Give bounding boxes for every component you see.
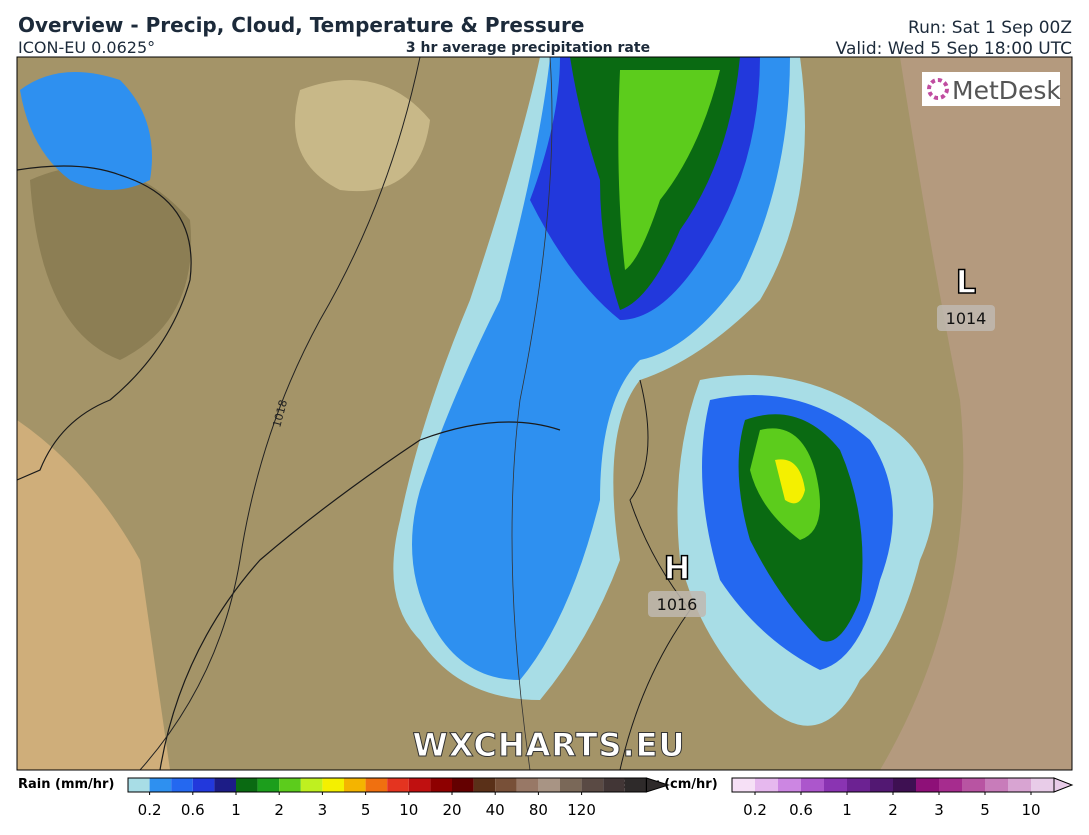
border — [619, 379, 691, 770]
rain-tick-label: 120 — [567, 801, 596, 819]
rain-swatch — [430, 778, 452, 792]
rain-swatch — [560, 778, 582, 792]
rain-swatch — [387, 778, 409, 792]
legend: 0.2 0.6 1 2 3 5 10 20 40 80 120 0.2 0.6 1 2 3 5 10 — [127, 777, 1074, 819]
cloud-area — [295, 80, 430, 192]
rain-swatch — [322, 778, 344, 792]
coastline — [17, 165, 192, 481]
model: ICON-EU 0.0625° — [18, 38, 155, 57]
rain-swatch — [538, 778, 560, 792]
rain-tick-label: 20 — [442, 801, 461, 819]
land-dark — [30, 166, 192, 360]
rain-tick-label: 5 — [361, 801, 371, 819]
snow-swatch — [732, 778, 755, 792]
rain-swatch — [408, 778, 431, 792]
rain-tick-label: 40 — [486, 801, 505, 819]
snow-tick-label: 5 — [980, 801, 990, 819]
snow-swatch — [893, 778, 916, 792]
low-letter: L — [956, 263, 976, 301]
snow-tick-label: 3 — [934, 801, 944, 819]
cloud-area — [880, 57, 1072, 770]
rain-swatch — [128, 778, 150, 792]
snow-swatch — [778, 778, 801, 792]
high-value: 1016 — [657, 595, 698, 614]
snow-tick-label: 0.2 — [743, 801, 767, 819]
rain-tick-label: 1 — [231, 801, 241, 819]
snow-swatch — [1031, 778, 1054, 792]
snow-swatch — [824, 778, 847, 792]
run-time: Run: Sat 1 Sep 00Z — [908, 18, 1072, 38]
logo-icon — [927, 78, 949, 100]
warm-area — [17, 420, 170, 770]
rain-tick-label: 0.6 — [181, 801, 205, 819]
rain-swatch — [279, 778, 301, 792]
rain-swatch — [257, 778, 280, 792]
rain-swatch — [300, 778, 323, 792]
rain-swatch — [344, 778, 366, 792]
rain-swatch — [365, 778, 388, 792]
rain-legend-title: Rain (mm/hr) — [18, 777, 114, 792]
isobar — [511, 57, 553, 770]
valid-time: Valid: Wed 5 Sep 18:00 UTC — [836, 39, 1072, 59]
rain-moderate — [20, 72, 152, 190]
rain-tick-label: 3 — [318, 801, 328, 819]
map-frame — [16, 56, 1073, 771]
rain-tick-label: 0.2 — [138, 801, 162, 819]
isobar — [139, 57, 421, 770]
watermark: WXCHARTS.EU — [413, 726, 686, 764]
map: 1018 MetDesk L 1014 H 1016 WXCHARTS.EU — [17, 57, 1072, 770]
subtitle: 3 hr average precipitation rate — [406, 40, 650, 56]
rain-swatch — [149, 778, 172, 792]
coastline — [159, 421, 561, 770]
snow-swatch — [1008, 778, 1031, 792]
rain-swatch — [473, 778, 496, 792]
snow-swatch — [939, 778, 962, 792]
rain-yellow — [775, 459, 805, 504]
rain-swatch — [603, 778, 625, 792]
rain-swatch — [516, 778, 539, 792]
snow-swatch — [870, 778, 893, 792]
rain-swatch — [192, 778, 215, 792]
low-value: 1014 — [946, 309, 987, 328]
snow-swatch — [962, 778, 985, 792]
snow-tick-label: 1 — [842, 801, 852, 819]
snow-swatch — [801, 778, 824, 792]
rain-bright — [618, 70, 720, 270]
rain-swatch — [495, 778, 517, 792]
rain-tick-label: 80 — [529, 801, 548, 819]
rain-swatch — [214, 778, 236, 792]
rain-frame — [127, 777, 647, 793]
rain-swatch — [452, 778, 474, 792]
snow-tick-label: 2 — [888, 801, 898, 819]
rain-swatch — [236, 778, 258, 792]
logo: MetDesk — [952, 76, 1061, 105]
label-box — [937, 305, 995, 331]
rain-swatch — [171, 778, 193, 792]
snow-tick-label: 0.6 — [789, 801, 813, 819]
snow-tick-label: 10 — [1021, 801, 1040, 819]
snow-swatch — [847, 778, 870, 792]
rain-tick-label: 10 — [399, 801, 418, 819]
high-letter: H — [664, 549, 691, 587]
snow-swatch — [755, 778, 778, 792]
rain-swatch — [624, 778, 647, 792]
rain-swatch — [581, 778, 604, 792]
rain-tick-label: 2 — [274, 801, 284, 819]
snow-swatch — [916, 778, 939, 792]
title: Overview - Precip, Cloud, Temperature & … — [18, 13, 584, 37]
snow-swatch — [985, 778, 1008, 792]
snow-arrow — [1053, 777, 1074, 793]
label-box — [648, 591, 706, 617]
